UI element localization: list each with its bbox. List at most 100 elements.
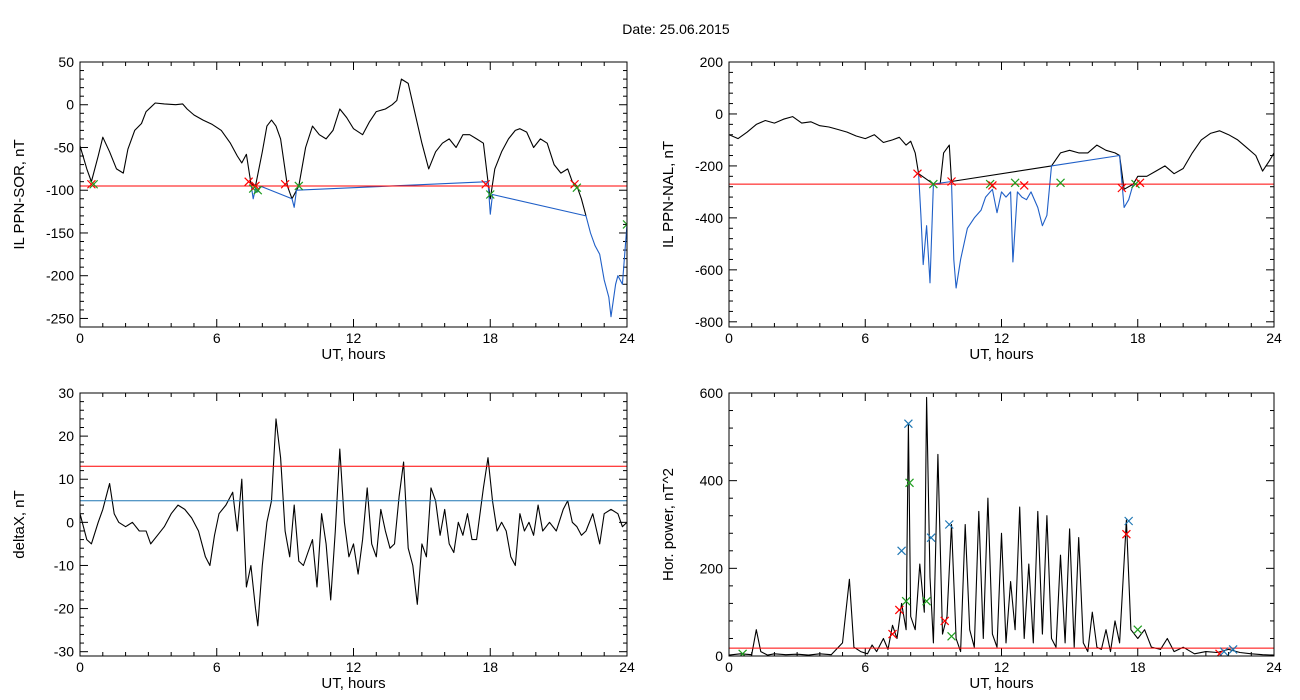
event-marker bbox=[89, 179, 99, 189]
marker-stroke bbox=[940, 616, 950, 626]
chart-panel-p1: 0 6 12 18 24 50 0 -50 -100 -150 -200 -250 UT, hours I… bbox=[11, 54, 635, 363]
marker-stroke bbox=[86, 179, 96, 189]
event-marker bbox=[901, 596, 911, 606]
marker-stroke bbox=[570, 179, 580, 189]
x-tick-label: 0 bbox=[76, 330, 84, 346]
y-tick-label: -200 bbox=[695, 158, 723, 174]
x-tick-label: 12 bbox=[994, 659, 1010, 675]
y-tick-label: -250 bbox=[46, 310, 74, 326]
x-tick-label: 0 bbox=[725, 330, 733, 346]
y-tick-label: 600 bbox=[700, 385, 724, 401]
event-marker bbox=[894, 605, 904, 615]
series-line-1 bbox=[250, 181, 627, 318]
marker-stroke bbox=[1019, 180, 1029, 190]
series-line-0 bbox=[729, 396, 1274, 656]
event-marker bbox=[1124, 516, 1134, 526]
plot-frame bbox=[79, 61, 628, 328]
event-marker bbox=[1010, 178, 1020, 188]
marker-stroke bbox=[922, 596, 931, 606]
marker-stroke bbox=[294, 181, 304, 191]
marker-stroke bbox=[1117, 183, 1127, 193]
event-marker bbox=[926, 533, 936, 543]
plot-area bbox=[80, 78, 627, 318]
series-line-0 bbox=[80, 418, 627, 627]
x-tick-label: 6 bbox=[213, 659, 221, 675]
marker-stroke bbox=[913, 169, 922, 179]
marker-stroke bbox=[1228, 645, 1238, 654]
plot-area bbox=[729, 116, 1274, 289]
marker-stroke bbox=[244, 177, 254, 187]
x-tick-label: 12 bbox=[346, 659, 362, 675]
marker-stroke bbox=[985, 179, 995, 189]
chart-panel-p2: 0 6 12 18 24 200 0 -200 -400 -600 -800 UT, hours IL … bbox=[660, 54, 1282, 363]
plot-frame bbox=[79, 392, 628, 657]
event-marker bbox=[1215, 649, 1224, 656]
marker-stroke bbox=[622, 219, 627, 226]
x-tick-label: 18 bbox=[1130, 659, 1146, 675]
event-marker bbox=[280, 179, 290, 189]
x-tick-label: 12 bbox=[994, 330, 1010, 346]
y-tick-label: -20 bbox=[54, 601, 74, 617]
event-marker bbox=[244, 177, 254, 187]
y-tick-label: 20 bbox=[58, 428, 74, 444]
event-marker bbox=[622, 219, 627, 229]
event-marker bbox=[485, 190, 495, 199]
event-marker bbox=[928, 179, 938, 189]
x-tick-label: 0 bbox=[725, 659, 733, 675]
marker-stroke bbox=[926, 533, 936, 543]
marker-stroke bbox=[894, 605, 904, 615]
y-tick-label: -200 bbox=[46, 268, 74, 284]
x-tick-label: 6 bbox=[213, 330, 221, 346]
marker-stroke bbox=[1124, 516, 1134, 526]
y-tick-label: 10 bbox=[58, 471, 74, 487]
y-axis-label: deltaX, nT bbox=[11, 490, 28, 558]
y-tick-label: 0 bbox=[66, 514, 74, 530]
y-axis-label: Hor. power, nT^2 bbox=[660, 468, 677, 581]
event-marker bbox=[1056, 178, 1065, 188]
marker-stroke bbox=[903, 419, 913, 429]
x-axis-label: UT, hours bbox=[969, 346, 1033, 363]
x-tick-label: 24 bbox=[619, 659, 635, 675]
y-tick-label: -10 bbox=[54, 557, 74, 573]
marker-stroke bbox=[89, 179, 99, 189]
figure-title: Date: 25.06.2015 bbox=[622, 21, 730, 37]
marker-stroke bbox=[1121, 529, 1131, 539]
y-tick-label: 200 bbox=[700, 54, 724, 70]
marker-stroke bbox=[888, 629, 897, 639]
x-tick-label: 6 bbox=[861, 659, 869, 675]
y-tick-label: 30 bbox=[58, 385, 74, 401]
y-tick-label: -100 bbox=[46, 182, 74, 198]
series-line-0 bbox=[80, 78, 587, 217]
marker-stroke bbox=[622, 223, 627, 229]
plot-area bbox=[729, 396, 1274, 656]
event-marker bbox=[251, 181, 260, 191]
event-marker bbox=[947, 177, 956, 186]
marker-stroke bbox=[897, 546, 907, 556]
event-marker bbox=[481, 179, 491, 189]
marker-stroke bbox=[1219, 647, 1229, 656]
plot-frame bbox=[728, 61, 1275, 328]
chart-panel-p4: 0 6 12 18 24 600 400 200 0 UT, hours Hor. power, n… bbox=[660, 385, 1282, 692]
event-marker bbox=[1117, 183, 1127, 193]
event-marker bbox=[1121, 529, 1131, 539]
marker-stroke bbox=[901, 596, 911, 606]
event-marker bbox=[940, 616, 950, 626]
x-tick-label: 18 bbox=[482, 330, 498, 346]
marker-stroke bbox=[905, 478, 914, 488]
series-line-0 bbox=[729, 116, 1274, 190]
y-axis-label: IL PPN-NAL, nT bbox=[660, 141, 677, 248]
plot-area bbox=[80, 418, 627, 627]
y-tick-label: 0 bbox=[66, 97, 74, 113]
y-tick-label: 0 bbox=[715, 106, 723, 122]
y-tick-label: 200 bbox=[700, 560, 724, 576]
event-marker bbox=[738, 649, 748, 656]
y-axis-label: IL PPN-SOR, nT bbox=[11, 139, 28, 249]
marker-stroke bbox=[1216, 649, 1224, 656]
marker-stroke bbox=[481, 179, 491, 189]
event-marker bbox=[922, 596, 931, 606]
y-tick-label: -30 bbox=[54, 644, 74, 660]
event-marker bbox=[944, 520, 954, 529]
x-tick-label: 24 bbox=[1266, 330, 1282, 346]
